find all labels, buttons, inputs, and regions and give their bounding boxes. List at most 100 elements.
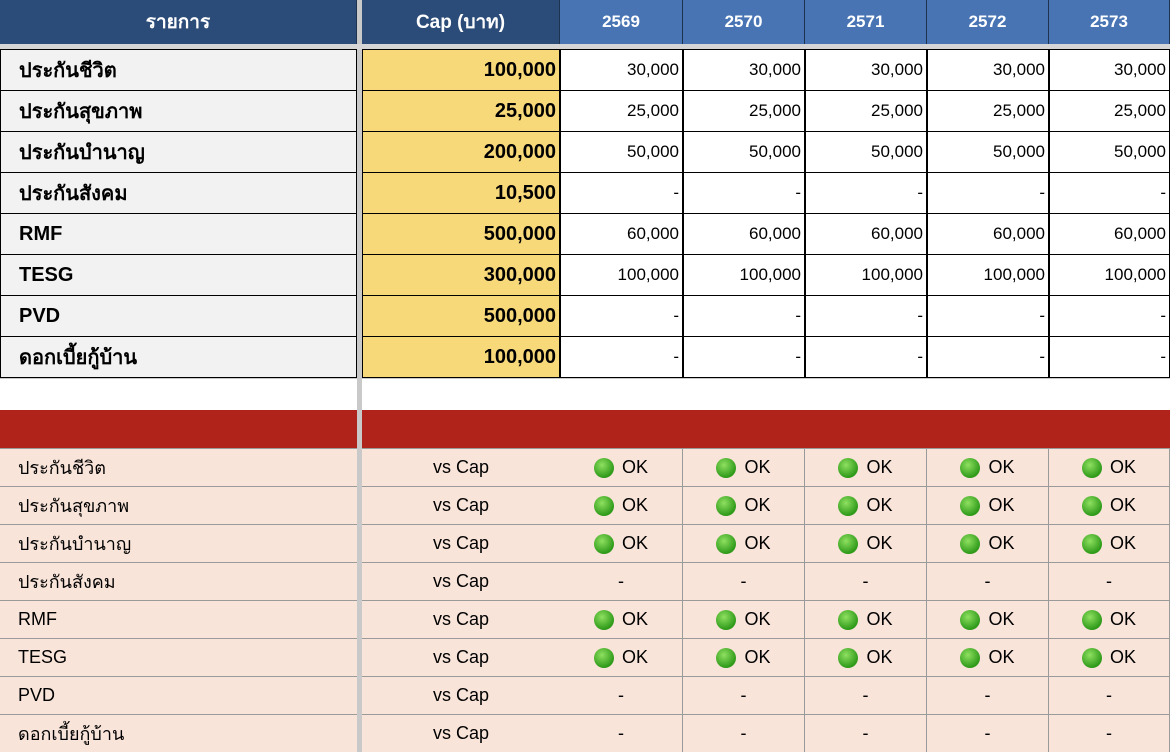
- table-cell: 50,000: [1049, 131, 1170, 173]
- cell-text: 2570: [724, 12, 763, 31]
- cell-text: -: [673, 183, 679, 202]
- table-cell: 25,000: [362, 90, 560, 132]
- cell-text: 50,000: [993, 142, 1045, 161]
- cell-text: OK: [1109, 457, 1136, 477]
- table-cell: -: [1049, 172, 1170, 214]
- table-cell: -: [683, 295, 805, 337]
- table-cell: -: [1049, 336, 1170, 378]
- check-cell: RMF: [0, 600, 357, 638]
- table-cell: 50,000: [805, 131, 927, 173]
- cell-text: OK: [1109, 647, 1136, 667]
- header-cell: 2573: [1049, 0, 1170, 44]
- cell-text: 30,000: [627, 60, 679, 79]
- cell-text: -: [618, 685, 624, 705]
- check-cell: vs Cap: [362, 486, 560, 524]
- cell-text: -: [740, 685, 747, 705]
- cell-text: 60,000: [1114, 224, 1166, 243]
- section-band: [362, 410, 1170, 448]
- table-cell: 50,000: [683, 131, 805, 173]
- cell-text: OK: [744, 457, 771, 477]
- table-cell: 30,000: [1049, 49, 1170, 91]
- cell-text: ประกันสังคม: [19, 183, 128, 205]
- status-icon: [960, 609, 981, 630]
- cell-text: OK: [1109, 609, 1136, 629]
- cell-text: 25,000: [993, 101, 1045, 120]
- table-cell: 100,000: [927, 254, 1049, 296]
- table-cell: 100,000: [683, 254, 805, 296]
- cell-text: ประกันสุขภาพ: [18, 496, 130, 516]
- cell-text: 100,000: [483, 345, 556, 368]
- cell-text: -: [1160, 347, 1166, 366]
- cell-text: OK: [866, 533, 893, 553]
- status-icon: [593, 647, 614, 668]
- table-cell: -: [560, 336, 683, 378]
- table-cell: RMF: [0, 213, 357, 255]
- table-cell: 25,000: [1049, 90, 1170, 132]
- status-icon: [960, 457, 981, 478]
- table-cell: -: [1049, 295, 1170, 337]
- cell-text: -: [1039, 306, 1045, 325]
- check-cell: ประกันชีวิต: [0, 448, 357, 486]
- cell-text: 100,000: [739, 265, 801, 284]
- table-cell: 25,000: [805, 90, 927, 132]
- cell-text: -: [795, 306, 801, 325]
- table-cell: 30,000: [683, 49, 805, 91]
- status-icon: [838, 457, 859, 478]
- table-cell: 60,000: [805, 213, 927, 255]
- cell-text: -: [1106, 571, 1112, 591]
- cell-text: 30,000: [749, 60, 801, 79]
- cell-text: vs Cap: [432, 685, 490, 705]
- check-cell: -: [927, 562, 1049, 600]
- cell-text: PVD: [18, 685, 56, 705]
- check-cell: OK: [927, 486, 1049, 524]
- check-cell: OK: [560, 486, 683, 524]
- cell-text: 50,000: [749, 142, 801, 161]
- cell-text: 2572: [968, 12, 1007, 31]
- cell-text: OK: [1109, 495, 1136, 515]
- check-cell: OK: [927, 600, 1049, 638]
- cell-text: -: [795, 183, 801, 202]
- check-cell: TESG: [0, 638, 357, 676]
- status-icon: [960, 647, 981, 668]
- check-cell: OK: [927, 448, 1049, 486]
- blank-row: [362, 379, 1170, 410]
- cell-text: 50,000: [871, 142, 923, 161]
- table-cell: 30,000: [560, 49, 683, 91]
- cell-text: OK: [621, 647, 648, 667]
- cell-text: OK: [988, 457, 1015, 477]
- cell-text: -: [673, 347, 679, 366]
- header-cell: Cap (บาท): [362, 0, 560, 44]
- table-cell: 25,000: [560, 90, 683, 132]
- check-cell: vs Cap: [362, 714, 560, 752]
- cell-text: OK: [866, 457, 893, 477]
- cell-text: PVD: [19, 304, 61, 327]
- header-cell: 2572: [927, 0, 1049, 44]
- cell-text: OK: [866, 495, 893, 515]
- cell-text: 100,000: [861, 265, 923, 284]
- cell-text: 100,000: [483, 58, 556, 81]
- check-cell: OK: [1049, 524, 1170, 562]
- table-cell: ประกันบำนาญ: [0, 131, 357, 173]
- cell-text: 2569: [602, 12, 640, 31]
- cell-text: -: [618, 571, 624, 591]
- check-cell: OK: [1049, 638, 1170, 676]
- table-cell: 10,500: [362, 172, 560, 214]
- cell-text: -: [673, 306, 679, 325]
- cell-text: -: [1160, 306, 1166, 325]
- status-icon: [716, 533, 737, 554]
- table-cell: 500,000: [362, 213, 560, 255]
- cell-text: 50,000: [1114, 142, 1166, 161]
- cell-text: OK: [621, 609, 648, 629]
- cell-text: -: [1039, 183, 1045, 202]
- table-cell: -: [927, 172, 1049, 214]
- status-icon: [716, 647, 737, 668]
- check-cell: ประกันบำนาญ: [0, 524, 357, 562]
- cell-text: -: [795, 347, 801, 366]
- check-cell: vs Cap: [362, 600, 560, 638]
- status-icon: [838, 647, 859, 668]
- cell-text: 25,000: [627, 101, 679, 120]
- cell-text: Cap (บาท): [415, 12, 506, 33]
- table-cell: 25,000: [683, 90, 805, 132]
- cell-text: ประกันบำนาญ: [19, 142, 145, 164]
